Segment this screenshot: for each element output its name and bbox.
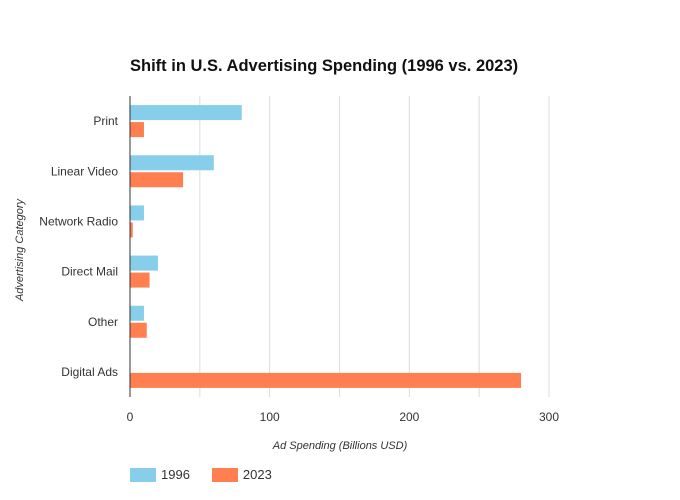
y-axis-label: Advertising Category — [14, 198, 26, 302]
bar-2023-linear-video[interactable] — [130, 172, 184, 188]
y-tick-label: Network Radio — [39, 214, 118, 228]
x-tick-label: 0 — [127, 410, 134, 424]
bar-2023-digital-ads[interactable] — [130, 372, 522, 388]
y-tick-label: Linear Video — [51, 164, 118, 178]
x-tick-label: 200 — [399, 410, 419, 424]
legend: 1996 2023 — [130, 467, 294, 482]
y-tick-label: Direct Mail — [61, 265, 118, 279]
bar-2023-network-radio[interactable] — [130, 222, 133, 238]
legend-swatch-1996 — [130, 467, 156, 482]
legend-item-1996[interactable]: 1996 — [130, 467, 190, 482]
legend-swatch-2023 — [211, 467, 238, 482]
bar-1996-direct-mail[interactable] — [130, 255, 158, 271]
bar-1996-network-radio[interactable] — [130, 205, 144, 221]
x-tick-label: 300 — [539, 410, 559, 424]
bar-2023-other[interactable] — [130, 322, 147, 338]
y-tick-label: Other — [88, 315, 118, 329]
x-axis-label: Ad Spending (Billions USD) — [272, 440, 408, 452]
bar-1996-linear-video[interactable] — [130, 155, 214, 171]
bar-2023-direct-mail[interactable] — [130, 272, 150, 288]
bar-1996-other[interactable] — [130, 305, 144, 321]
y-tick-label: Print — [93, 114, 118, 128]
bar-2023-print[interactable] — [130, 122, 144, 138]
legend-label-2023: 2023 — [242, 467, 272, 482]
y-tick-label: Digital Ads — [61, 365, 118, 379]
x-tick-label: 100 — [260, 410, 280, 424]
legend-item-2023[interactable]: 2023 — [211, 467, 272, 482]
legend-label-1996: 1996 — [161, 467, 190, 482]
chart-title: Shift in U.S. Advertising Spending (1996… — [130, 57, 519, 75]
bar-1996-print[interactable] — [130, 105, 242, 121]
